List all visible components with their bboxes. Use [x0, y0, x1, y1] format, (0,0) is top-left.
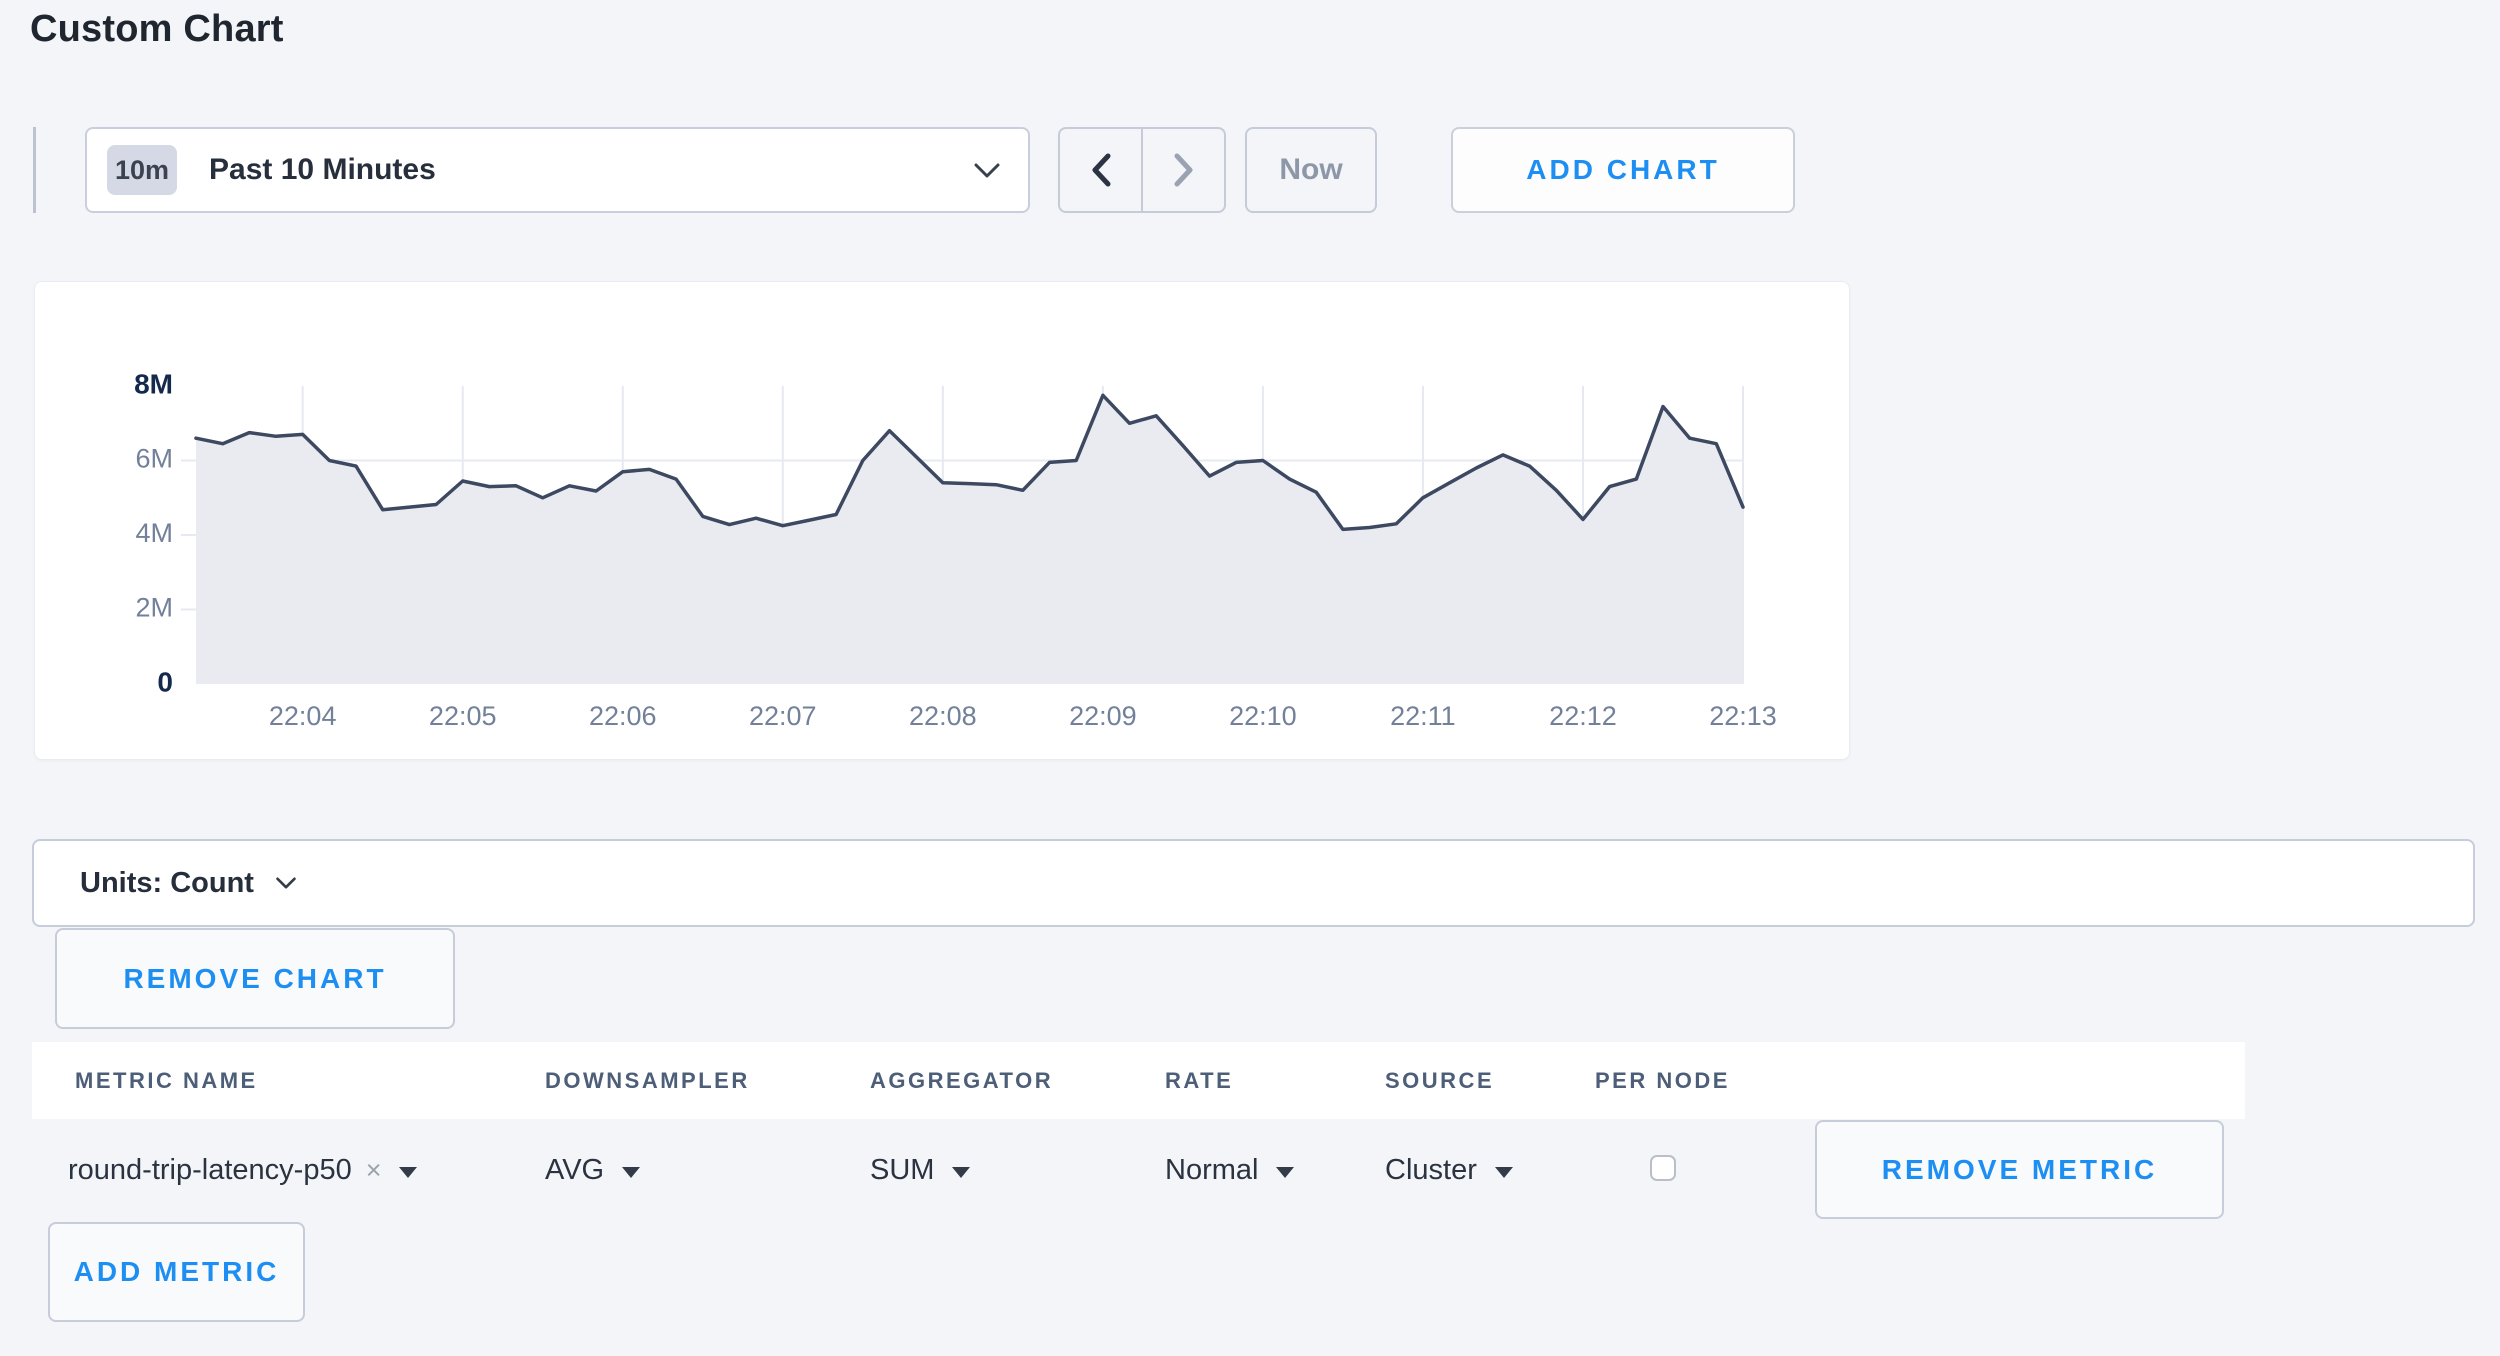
time-shift-control — [1058, 127, 1226, 213]
caret-down-icon — [622, 1167, 641, 1178]
svg-text:2M: 2M — [135, 593, 173, 623]
aggregator-select[interactable]: SUM — [870, 1119, 971, 1222]
time-range-label: Past 10 Minutes — [209, 153, 436, 186]
column-header-per-node: PER NODE — [1595, 1068, 1730, 1093]
svg-text:0: 0 — [157, 666, 173, 697]
column-header-aggregator: AGGREGATOR — [870, 1068, 1054, 1093]
chart-card: 0 2M 4M 6M 8M 22:04 22:05 22:06 22:07 22:08 22:09 2… — [34, 281, 1850, 760]
chevron-left-icon — [1092, 153, 1110, 187]
remove-metric-button[interactable]: REMOVE METRIC — [1815, 1120, 2224, 1219]
caret-down-icon — [952, 1167, 971, 1178]
svg-text:22:09: 22:09 — [1069, 701, 1137, 731]
svg-text:22:12: 22:12 — [1549, 701, 1617, 731]
page-title: Custom Chart — [30, 8, 284, 50]
time-back-button[interactable] — [1060, 129, 1143, 211]
caret-down-icon — [399, 1167, 418, 1178]
downsampler-value: AVG — [545, 1154, 605, 1186]
metric-name-value: round-trip-latency-p50 — [68, 1154, 352, 1186]
remove-chart-button[interactable]: REMOVE CHART — [55, 928, 455, 1029]
svg-text:22:11: 22:11 — [1390, 701, 1456, 731]
aggregator-value: SUM — [870, 1154, 935, 1186]
units-label: Units: Count — [80, 866, 254, 899]
source-value: Cluster — [1385, 1154, 1477, 1186]
svg-text:22:05: 22:05 — [429, 701, 497, 731]
svg-text:22:08: 22:08 — [909, 701, 977, 731]
svg-text:22:07: 22:07 — [749, 701, 817, 731]
rate-value: Normal — [1165, 1154, 1259, 1186]
downsampler-select[interactable]: AVG — [545, 1119, 641, 1222]
units-bar: Units: Count — [32, 839, 2475, 927]
chevron-down-icon — [974, 163, 1000, 177]
metric-name-select[interactable]: round-trip-latency-p50 × — [68, 1119, 418, 1222]
svg-text:6M: 6M — [135, 444, 173, 474]
caret-down-icon — [1494, 1167, 1513, 1178]
clear-metric-icon[interactable]: × — [365, 1155, 382, 1185]
custom-line-chart: 0 2M 4M 6M 8M 22:04 22:05 22:06 22:07 22:08 22:09 2… — [134, 368, 1777, 731]
chevron-down-icon — [276, 877, 296, 889]
toolbar-accent-divider — [33, 127, 36, 213]
svg-text:22:04: 22:04 — [269, 701, 337, 731]
per-node-checkbox[interactable] — [1650, 1155, 1676, 1181]
time-range-dropdown[interactable]: 10m Past 10 Minutes — [85, 127, 1030, 213]
time-forward-button[interactable] — [1143, 129, 1224, 211]
source-select[interactable]: Cluster — [1385, 1119, 1513, 1222]
svg-text:22:13: 22:13 — [1709, 701, 1777, 731]
time-range-badge: 10m — [107, 145, 178, 195]
add-chart-button[interactable]: ADD CHART — [1451, 127, 1795, 213]
column-header-source: SOURCE — [1385, 1068, 1495, 1093]
column-header-rate: RATE — [1165, 1068, 1234, 1093]
svg-text:22:10: 22:10 — [1229, 701, 1297, 731]
column-header-metric-name: METRIC NAME — [75, 1068, 258, 1093]
metric-row: round-trip-latency-p50 × AVG SUM Normal … — [32, 1119, 2475, 1222]
chevron-right-icon — [1174, 153, 1192, 187]
units-select[interactable]: Units: Count — [80, 867, 296, 900]
caret-down-icon — [1276, 1167, 1295, 1178]
svg-text:8M: 8M — [134, 368, 173, 399]
svg-text:4M: 4M — [135, 518, 173, 548]
add-metric-button[interactable]: ADD METRIC — [48, 1222, 305, 1322]
svg-text:22:06: 22:06 — [589, 701, 657, 731]
now-button[interactable]: Now — [1245, 127, 1377, 213]
column-header-downsampler: DOWNSAMPLER — [545, 1068, 750, 1093]
metrics-table-header: METRIC NAME DOWNSAMPLER AGGREGATOR RATE … — [32, 1042, 2245, 1119]
rate-select[interactable]: Normal — [1165, 1119, 1295, 1222]
